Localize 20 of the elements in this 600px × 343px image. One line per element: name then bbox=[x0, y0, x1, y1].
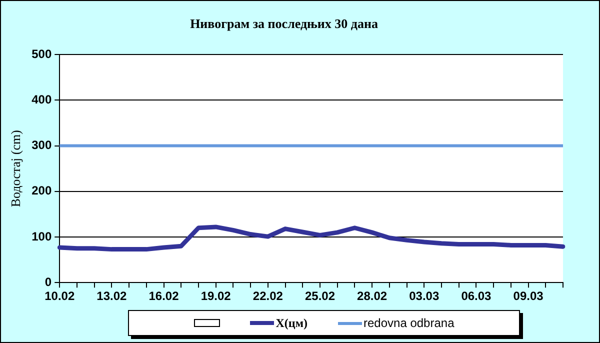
legend-label: X(цм) bbox=[276, 316, 308, 330]
legend-label: redovna odbrana bbox=[364, 316, 454, 330]
x-tick-label: 10.02 bbox=[44, 289, 75, 304]
x-tick-label: 03.03 bbox=[409, 289, 440, 304]
y-tick-label: 0 bbox=[44, 274, 52, 289]
x-tick-label: 16.02 bbox=[148, 289, 180, 304]
y-axis-title: Водостај (cm) bbox=[8, 130, 24, 208]
x-tick-label: 19.02 bbox=[200, 289, 232, 304]
x-tick-label: 25.02 bbox=[304, 289, 336, 304]
x-tick-label: 09.03 bbox=[513, 289, 544, 304]
x-tick-label: 13.02 bbox=[96, 289, 128, 304]
x-tick-label: 28.02 bbox=[357, 289, 388, 304]
x-tick-label: 22.02 bbox=[252, 289, 284, 304]
y-tick-label: 400 bbox=[32, 92, 52, 107]
chart-title: Нивограм за последњих 30 дана bbox=[190, 16, 378, 32]
y-tick-label: 200 bbox=[32, 184, 52, 198]
y-tick-label: 500 bbox=[32, 46, 52, 61]
x-tick-label: 06.03 bbox=[461, 289, 492, 304]
y-tick-label: 300 bbox=[32, 138, 52, 152]
y-tick-label: 100 bbox=[32, 229, 52, 244]
